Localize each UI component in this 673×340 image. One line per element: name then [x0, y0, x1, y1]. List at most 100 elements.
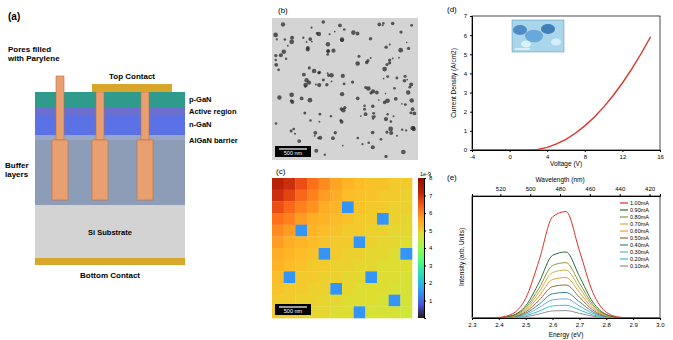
scale-bar-label: 500 nm	[284, 308, 303, 314]
sem-pore	[340, 107, 343, 110]
x-axis-tick-mark	[526, 318, 527, 320]
y-axis: 01234567	[464, 13, 473, 153]
cell	[389, 201, 401, 213]
colorbar	[418, 178, 424, 318]
cell	[354, 213, 366, 225]
legend-label: 0.70mA	[630, 221, 649, 227]
cell	[354, 201, 366, 213]
x-axis-tick-mark	[606, 318, 607, 320]
colorbar-axis-tick-mark	[424, 248, 426, 249]
x-axis-tick-mark	[633, 318, 634, 320]
sem-pore	[292, 128, 295, 131]
sem-pore	[407, 47, 410, 50]
panel-label: (a)	[8, 11, 20, 22]
cell	[365, 295, 377, 307]
cell	[295, 213, 307, 225]
sem-pore	[393, 87, 396, 90]
y-axis-tick: 0	[464, 147, 472, 153]
y-axis-tick: 2	[464, 109, 472, 115]
cell	[342, 248, 354, 260]
x-axis-tick: 12	[620, 150, 627, 160]
sem-pore	[308, 66, 311, 69]
x-axis-tick-mark	[660, 150, 661, 152]
sem-pore	[300, 97, 304, 101]
sem-pore	[340, 39, 343, 42]
sem-pore	[331, 81, 333, 83]
cell	[400, 213, 412, 225]
cell	[319, 236, 331, 248]
x-axis-tick-label: 12	[620, 154, 627, 160]
y-axis-line	[470, 17, 473, 151]
sem-pore	[385, 63, 388, 66]
spectrum-line	[472, 299, 660, 318]
sem-pore	[313, 131, 317, 135]
cell	[342, 260, 354, 272]
x2-axis-tick-mark	[500, 194, 501, 196]
y-axis-tick-label: 7	[464, 13, 468, 19]
cell	[342, 190, 354, 202]
iv-curve	[472, 37, 651, 150]
cell	[400, 271, 412, 283]
legend-swatch	[620, 216, 628, 217]
cell	[284, 201, 296, 213]
colorbar-axis-tick-label: 2	[429, 280, 433, 286]
cell	[400, 190, 412, 202]
sem-pore	[302, 73, 306, 77]
x-axis-line	[473, 319, 661, 321]
plot-frame	[472, 16, 660, 150]
x-axis-tick-label: 2.8	[603, 322, 612, 328]
cell	[307, 190, 319, 202]
sem-pore	[273, 33, 278, 38]
legend-swatch	[620, 230, 628, 231]
sem-pore	[294, 133, 296, 135]
sem-pore	[356, 32, 360, 36]
sem-pore	[399, 30, 402, 33]
inset-scale-bar	[515, 48, 530, 49]
colorbar-axis-tick-mark	[424, 266, 426, 267]
cell	[365, 306, 377, 318]
x-axis-tick: -4	[470, 150, 476, 160]
pore	[52, 140, 68, 200]
sem-pore	[274, 63, 278, 67]
x-axis-line	[473, 151, 661, 153]
colorbar-axis-tick-mark	[424, 301, 426, 302]
sem-pore	[355, 61, 360, 66]
x-axis-tick: 3.0	[656, 318, 665, 328]
x2-axis-title: Wavelength (nm)	[535, 176, 584, 184]
cell	[307, 283, 319, 295]
sem-pore	[309, 119, 312, 122]
cell	[365, 283, 377, 295]
sem-pore	[276, 38, 278, 40]
cell	[342, 213, 354, 225]
sem-pore	[340, 37, 344, 41]
sem-pore	[409, 111, 412, 114]
sem-pore	[384, 45, 387, 48]
colorbar-axis-tick-label: 7	[429, 193, 433, 199]
layer-label: p-GaN	[189, 95, 212, 104]
x-axis-tick-label: 16	[657, 154, 664, 160]
legend-swatch	[620, 258, 628, 259]
sem-pore	[341, 74, 345, 78]
x-axis-title: Voltage (V)	[550, 160, 582, 168]
cell	[342, 201, 354, 213]
colorbar-axis-tick-label: 1	[429, 298, 433, 304]
top-contact-label: Top Contact	[109, 72, 155, 81]
sem-pore	[326, 42, 330, 46]
pore	[56, 76, 64, 140]
y-axis-tick: 3	[464, 90, 472, 96]
cell	[389, 271, 401, 283]
x-axis: -40481216	[470, 150, 665, 160]
x-axis-tick-label: 2.9	[629, 322, 638, 328]
sem-pore	[303, 111, 306, 114]
layer-label: Active region	[189, 107, 237, 116]
sem-pore	[408, 86, 411, 89]
cell	[272, 271, 284, 283]
x-axis-tick-mark	[553, 318, 554, 320]
sem-pore	[405, 129, 407, 131]
sem-pore	[310, 27, 312, 29]
sem-pore	[308, 37, 312, 41]
cell	[354, 225, 366, 237]
sem-pore	[327, 50, 330, 53]
legend-label: 0.20mA	[630, 256, 649, 262]
colorbar-axis-tick: 3	[424, 263, 433, 269]
